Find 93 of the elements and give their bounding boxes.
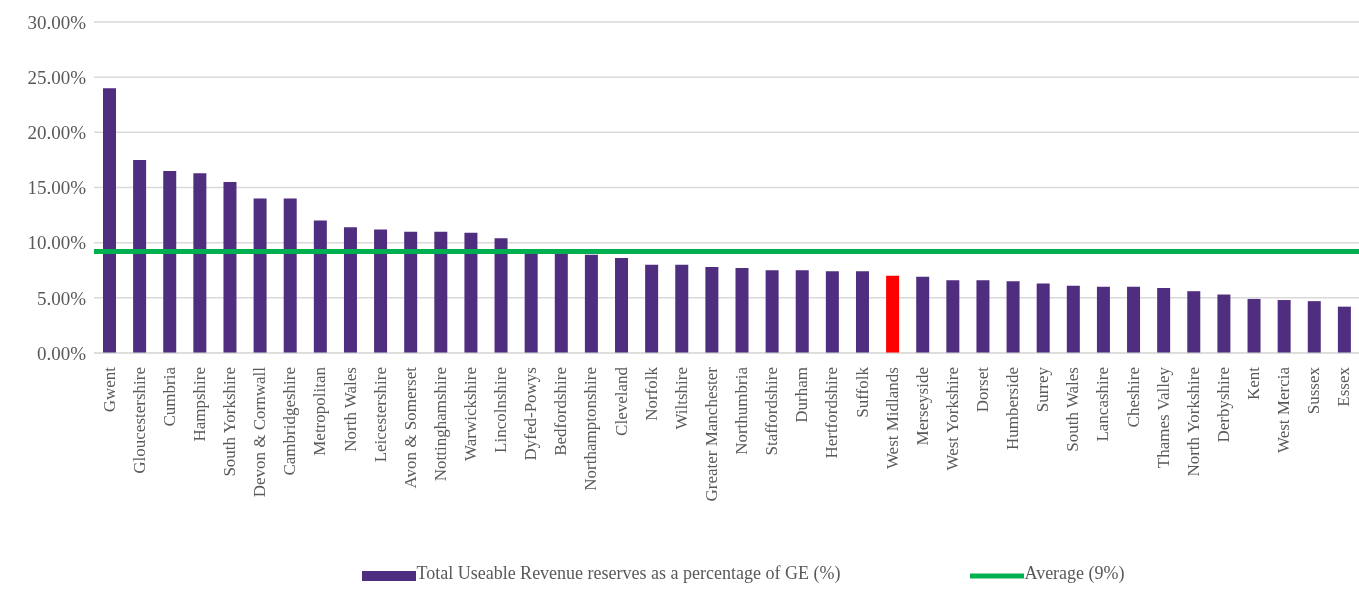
x-tick-label: Norfolk xyxy=(641,366,661,421)
x-tick-label: West Mercia xyxy=(1274,366,1294,453)
bar xyxy=(404,231,418,353)
legend-label: Average (9%) xyxy=(1024,563,1125,584)
bar xyxy=(1187,291,1201,353)
x-tick-label: Sussex xyxy=(1304,366,1324,415)
y-tick-label: 0.00% xyxy=(36,342,87,364)
x-tick-label: Wiltshire xyxy=(671,367,691,430)
bar xyxy=(1157,287,1171,353)
x-tick-label: Greater Manchester xyxy=(701,366,721,502)
bar xyxy=(645,264,659,353)
x-tick-label: Surrey xyxy=(1033,366,1053,413)
bar xyxy=(253,198,267,353)
x-tick-label: South Yorkshire xyxy=(220,367,240,477)
x-tick-label: Gwent xyxy=(99,366,119,413)
bar xyxy=(343,227,357,353)
x-tick-label: Cheshire xyxy=(1123,367,1143,428)
bar xyxy=(524,252,538,353)
x-tick-label: Avon & Somerset xyxy=(400,366,420,489)
bar xyxy=(374,229,388,353)
bar xyxy=(675,264,689,353)
bar xyxy=(735,268,749,353)
bar xyxy=(825,271,839,353)
bar xyxy=(1337,306,1351,353)
bar xyxy=(554,253,568,353)
x-tick-label: Northumbria xyxy=(732,366,752,455)
x-tick-label: Durham xyxy=(792,367,812,423)
y-tick-label: 20.00% xyxy=(27,122,87,144)
y-tick-label: 25.00% xyxy=(27,66,87,88)
x-tick-label: West Midlands xyxy=(882,367,902,470)
x-tick-label: Leicestershire xyxy=(370,367,390,463)
bar xyxy=(133,159,147,353)
bar xyxy=(494,238,508,353)
y-tick-label: 10.00% xyxy=(27,232,87,254)
x-tick-label: Devon & Cornwall xyxy=(250,366,270,498)
x-tick-label: North Wales xyxy=(340,367,360,452)
bar xyxy=(163,170,177,353)
x-tick-label: Suffolk xyxy=(852,366,872,418)
bar xyxy=(103,88,116,353)
bar xyxy=(765,270,779,353)
x-tick-label: North Yorkshire xyxy=(1183,367,1203,477)
x-tick-label: Northamptonshire xyxy=(581,367,601,491)
bar xyxy=(1127,286,1141,353)
x-tick-label: Lancashire xyxy=(1093,367,1113,442)
x-tick-label: South Wales xyxy=(1063,367,1083,452)
x-tick-label: Nottinghamshire xyxy=(430,367,450,482)
bar xyxy=(1247,298,1261,353)
bar xyxy=(946,280,960,353)
bar xyxy=(464,232,478,353)
x-tick-label: West Yorkshire xyxy=(942,367,962,471)
x-tick-label: Metropolitan xyxy=(310,366,330,456)
y-tick-label: 15.00% xyxy=(27,177,87,199)
x-tick-label: Lincolnshire xyxy=(491,367,511,453)
x-tick-label: Dorset xyxy=(973,366,993,413)
x-tick-label: Hertfordshire xyxy=(822,367,842,459)
bar xyxy=(795,270,809,353)
bar xyxy=(193,173,207,353)
bar xyxy=(1096,286,1110,353)
bar xyxy=(434,231,448,353)
x-tick-label: Gloucestershire xyxy=(129,367,149,474)
x-tick-label: Staffordshire xyxy=(762,367,782,456)
x-tick-label: Hampshire xyxy=(189,367,209,442)
bar xyxy=(916,276,930,353)
bar xyxy=(855,271,869,353)
x-tick-label: Essex xyxy=(1334,366,1354,407)
y-tick-label: 30.00% xyxy=(27,11,87,33)
x-tick-label: Kent xyxy=(1244,366,1264,401)
x-tick-label: Warwickshire xyxy=(460,367,480,461)
legend-label: Total Useable Revenue reserves as a percentage of GE (%) xyxy=(416,563,841,584)
y-tick-label: 5.00% xyxy=(36,287,87,309)
x-tick-label: Merseyside xyxy=(912,367,932,446)
bar xyxy=(223,181,237,353)
bar xyxy=(313,220,327,353)
bar xyxy=(886,275,900,353)
x-tick-label: Derbyshire xyxy=(1213,367,1233,443)
x-tick-label: Humberside xyxy=(1003,367,1023,451)
x-tick-label: Dyfed-Powys xyxy=(521,367,541,461)
bar xyxy=(1066,285,1080,353)
bar xyxy=(584,254,598,353)
bar xyxy=(1277,300,1291,353)
x-tick-label: Bedfordshire xyxy=(551,367,571,456)
x-tick-label: Cumbria xyxy=(159,366,179,427)
bar xyxy=(615,258,629,353)
x-tick-label: Cambridgeshire xyxy=(280,367,300,476)
bar xyxy=(1036,283,1050,353)
bar xyxy=(283,198,297,353)
bar xyxy=(1217,294,1231,353)
x-tick-label: Cleveland xyxy=(611,366,631,436)
x-tick-label: Thames Valley xyxy=(1153,366,1173,469)
bar xyxy=(705,266,719,353)
bar xyxy=(976,280,990,353)
bar xyxy=(1006,281,1020,353)
bar xyxy=(1307,301,1321,353)
